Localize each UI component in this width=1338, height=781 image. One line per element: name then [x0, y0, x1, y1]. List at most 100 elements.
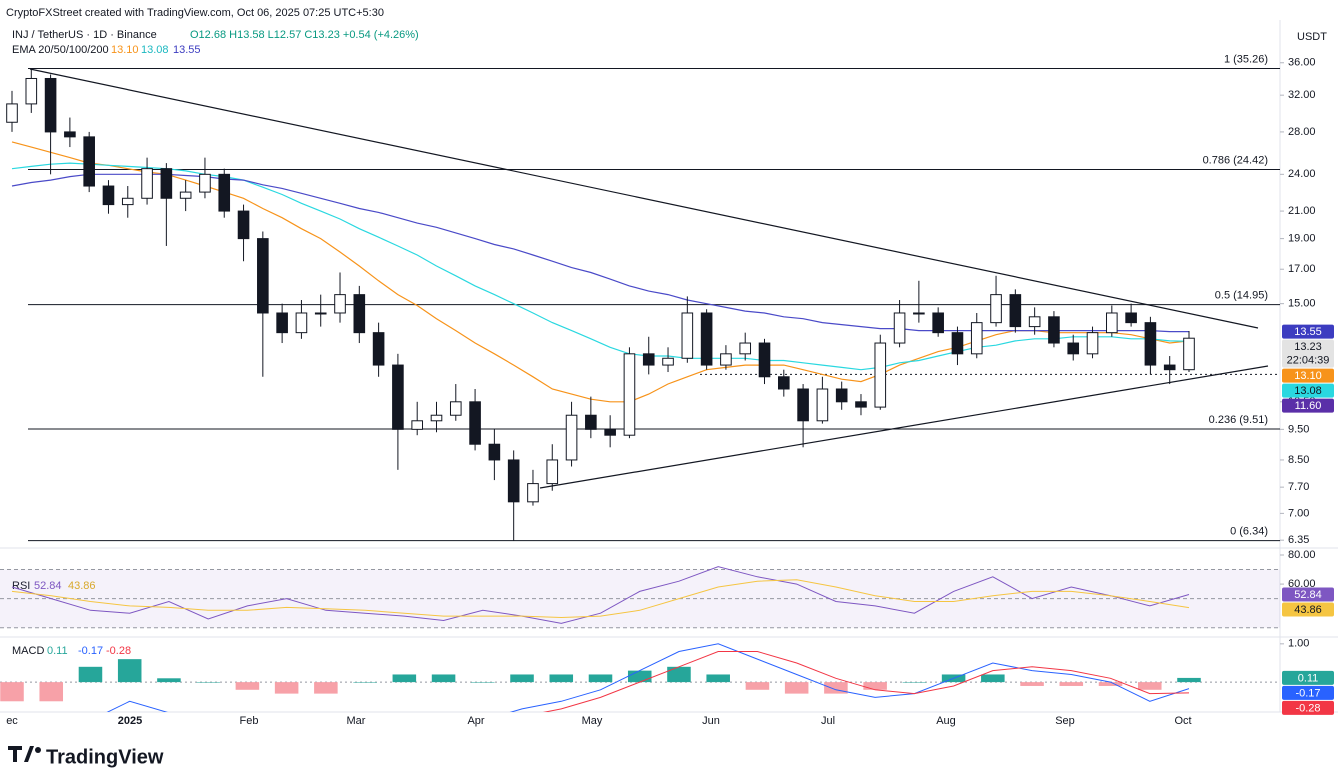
macd-pane	[0, 643, 1280, 712]
candle-body	[353, 294, 366, 334]
x-tick-label: 2025	[118, 715, 142, 727]
x-tick-label: Apr	[467, 715, 484, 727]
candle-body	[1183, 337, 1195, 371]
macd-bar	[392, 674, 417, 683]
y-tick-label: 32.00	[1288, 89, 1316, 101]
macd-title: MACD	[12, 645, 44, 657]
macd-value: -0.17	[78, 645, 103, 657]
y-tick-label: 36.00	[1288, 57, 1316, 69]
price-tag	[1282, 339, 1334, 368]
y-tick-label: 9.50	[1288, 423, 1309, 435]
price-tag	[1282, 685, 1334, 700]
price-tag-label: 13.10	[1294, 370, 1322, 382]
macd-bar	[1098, 682, 1123, 686]
ema-value: 13.55	[173, 44, 201, 56]
candle-body	[1144, 322, 1157, 366]
macd-bar	[627, 670, 652, 683]
candle-body	[430, 414, 443, 422]
fib-label: 0.236 (9.51)	[1209, 414, 1268, 426]
y-tick-label: 28.00	[1288, 126, 1316, 138]
x-tick-label: Sep	[1055, 715, 1075, 727]
macd-bar	[1020, 682, 1044, 686]
macd-bar	[431, 674, 456, 683]
price-tag-label: 13.08	[1294, 385, 1322, 397]
x-tick-label: Oct	[1174, 715, 1191, 727]
rsi-title: RSI	[12, 580, 30, 592]
candle-body	[218, 173, 231, 212]
trendline	[539, 365, 1269, 489]
candle-body	[1009, 294, 1022, 328]
candle-body	[44, 77, 57, 133]
brand: TradingView	[46, 746, 164, 768]
price-tag	[1282, 602, 1334, 617]
candle-body	[565, 414, 578, 461]
candle-body	[951, 332, 964, 355]
macd-bar	[196, 682, 220, 683]
logo-icon	[8, 746, 34, 762]
candle-body	[83, 136, 95, 187]
candle-body	[739, 342, 752, 355]
candle-body	[1106, 312, 1118, 334]
x-tick-label: Aug	[936, 715, 956, 727]
price-tag-label: 13.55	[1294, 326, 1322, 338]
ema-value: 13.08	[141, 44, 169, 56]
price-tag-label: 13.23	[1294, 341, 1322, 353]
candle-body	[1028, 316, 1041, 328]
macd-bar	[824, 682, 848, 694]
candle-body	[64, 131, 76, 138]
candle-body	[334, 294, 346, 314]
macd-bar	[588, 674, 613, 683]
candle-body	[642, 353, 655, 366]
candle-body	[604, 428, 616, 436]
rsi-line	[11, 579, 1190, 619]
macd-bar	[745, 682, 770, 690]
macd-bar	[274, 682, 299, 694]
macd-bar	[1137, 682, 1162, 690]
candle-body	[411, 420, 424, 430]
symbol: INJ / TetherUS · 1D · Binance	[12, 29, 157, 41]
x-tick-label: Mar	[347, 715, 366, 727]
candle-body	[1048, 316, 1060, 344]
fib-label: 1 (35.26)	[1224, 53, 1268, 65]
price-tag-label: -0.17	[1295, 687, 1320, 699]
y-tick-label: 15.00	[1288, 298, 1316, 310]
ema-label: EMA 20/50/100/200	[12, 44, 109, 56]
ema-line	[11, 141, 1190, 403]
x-tick-label: ec	[6, 715, 18, 727]
candle-body	[585, 414, 597, 430]
candle-body	[758, 342, 771, 378]
candle-body	[797, 388, 809, 422]
rsi-value: 43.86	[68, 580, 96, 592]
candle-body	[546, 459, 559, 485]
macd-bar	[1059, 682, 1084, 686]
macd-bar	[667, 666, 691, 683]
macd-bar	[549, 674, 574, 683]
y-tick-label: 17.00	[1288, 263, 1316, 275]
price-pane	[6, 67, 1280, 542]
macd-bar	[157, 678, 181, 683]
candle-body	[623, 353, 636, 436]
macd-bar	[0, 682, 24, 702]
candle-body	[141, 168, 153, 199]
rsi-value: 52.84	[34, 580, 62, 592]
candle-body	[1163, 364, 1176, 371]
fib-label: 0 (6.34)	[1230, 526, 1268, 538]
candle-body	[469, 401, 481, 445]
trendlines	[29, 68, 1269, 489]
price-tag	[1282, 587, 1334, 602]
candle-body	[700, 312, 713, 366]
x-tick-label: Feb	[240, 715, 259, 727]
price-tag	[1282, 670, 1334, 685]
trendline	[29, 68, 1259, 329]
macd-bar	[353, 682, 377, 683]
rsi-pane	[0, 566, 1280, 629]
candle-body	[449, 401, 462, 416]
candle-body	[527, 483, 539, 503]
candle-body	[777, 376, 790, 390]
candle-body	[314, 312, 327, 315]
candle-body	[816, 388, 829, 422]
candle-body	[25, 77, 38, 105]
price-tag-label: 52.84	[1294, 589, 1322, 601]
candle-body	[102, 185, 115, 206]
y-tick-label: 60.00	[1288, 578, 1316, 590]
